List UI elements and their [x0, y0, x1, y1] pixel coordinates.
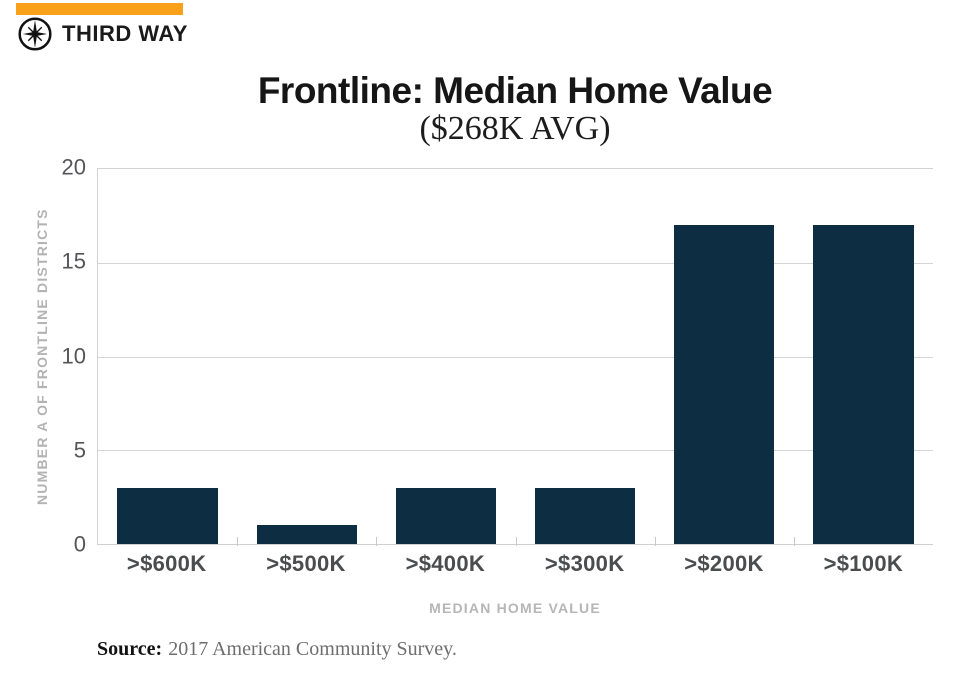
bar-slot: [655, 169, 794, 544]
x-axis-tick: [515, 537, 517, 546]
y-tick-label-20: 20: [61, 154, 86, 180]
bar-slot: [516, 169, 655, 544]
source-text: 2017 American Community Survey.: [168, 638, 457, 660]
x-axis-label: >$300K: [544, 551, 625, 576]
bar-slot: [376, 169, 515, 544]
source-note: Source: 2017 American Community Survey.: [97, 638, 457, 661]
gridline-5: [98, 450, 933, 452]
x-axis-title: MEDIAN HOME VALUE: [429, 600, 601, 616]
gridline-15: [98, 262, 933, 264]
x-axis-tick: [654, 537, 656, 546]
x-axis-labels: >$600K >$500K >$400K >$300K >$200K >$100K: [97, 551, 933, 577]
x-axis-label: >$400K: [405, 551, 486, 576]
bar-slot: [794, 169, 933, 544]
x-axis-tick: [237, 537, 239, 546]
compass-icon: [18, 17, 52, 51]
x-axis-label: >$500K: [266, 551, 346, 576]
x-axis-label: >$100K: [823, 551, 904, 576]
brand-logo: THIRD WAY: [17, 16, 188, 52]
gridline-10: [98, 356, 933, 358]
brand-accent-bar: [16, 3, 183, 15]
x-axis-label: >$600K: [126, 551, 207, 576]
source-label: Source:: [97, 638, 163, 660]
bar->$600K: [117, 487, 218, 544]
x-axis-label: >$200K: [684, 551, 764, 576]
bar->$300K: [535, 487, 636, 544]
y-axis-tick-labels: 0 5 10 15 20: [30, 154, 86, 556]
bars-row: [98, 169, 933, 544]
y-tick-label-0: 0: [73, 531, 86, 557]
bar->$500K: [256, 525, 357, 544]
y-tick-label-10: 10: [61, 342, 86, 368]
x-axis-tick: [376, 537, 378, 546]
y-tick-label-5: 5: [73, 437, 86, 463]
plot-area: [97, 168, 933, 546]
chart-title: Frontline: Median Home Value: [257, 70, 773, 111]
bar->$200K: [674, 225, 775, 544]
bar->$100K: [813, 225, 914, 544]
chart-subtitle: ($268K AVG): [419, 110, 611, 147]
bar-slot: [237, 169, 376, 544]
bar->$400K: [395, 487, 497, 544]
y-tick-label-15: 15: [61, 248, 86, 274]
bar-slot: [98, 169, 237, 544]
x-axis-tick: [793, 537, 795, 546]
brand-name: THIRD WAY: [62, 21, 188, 46]
